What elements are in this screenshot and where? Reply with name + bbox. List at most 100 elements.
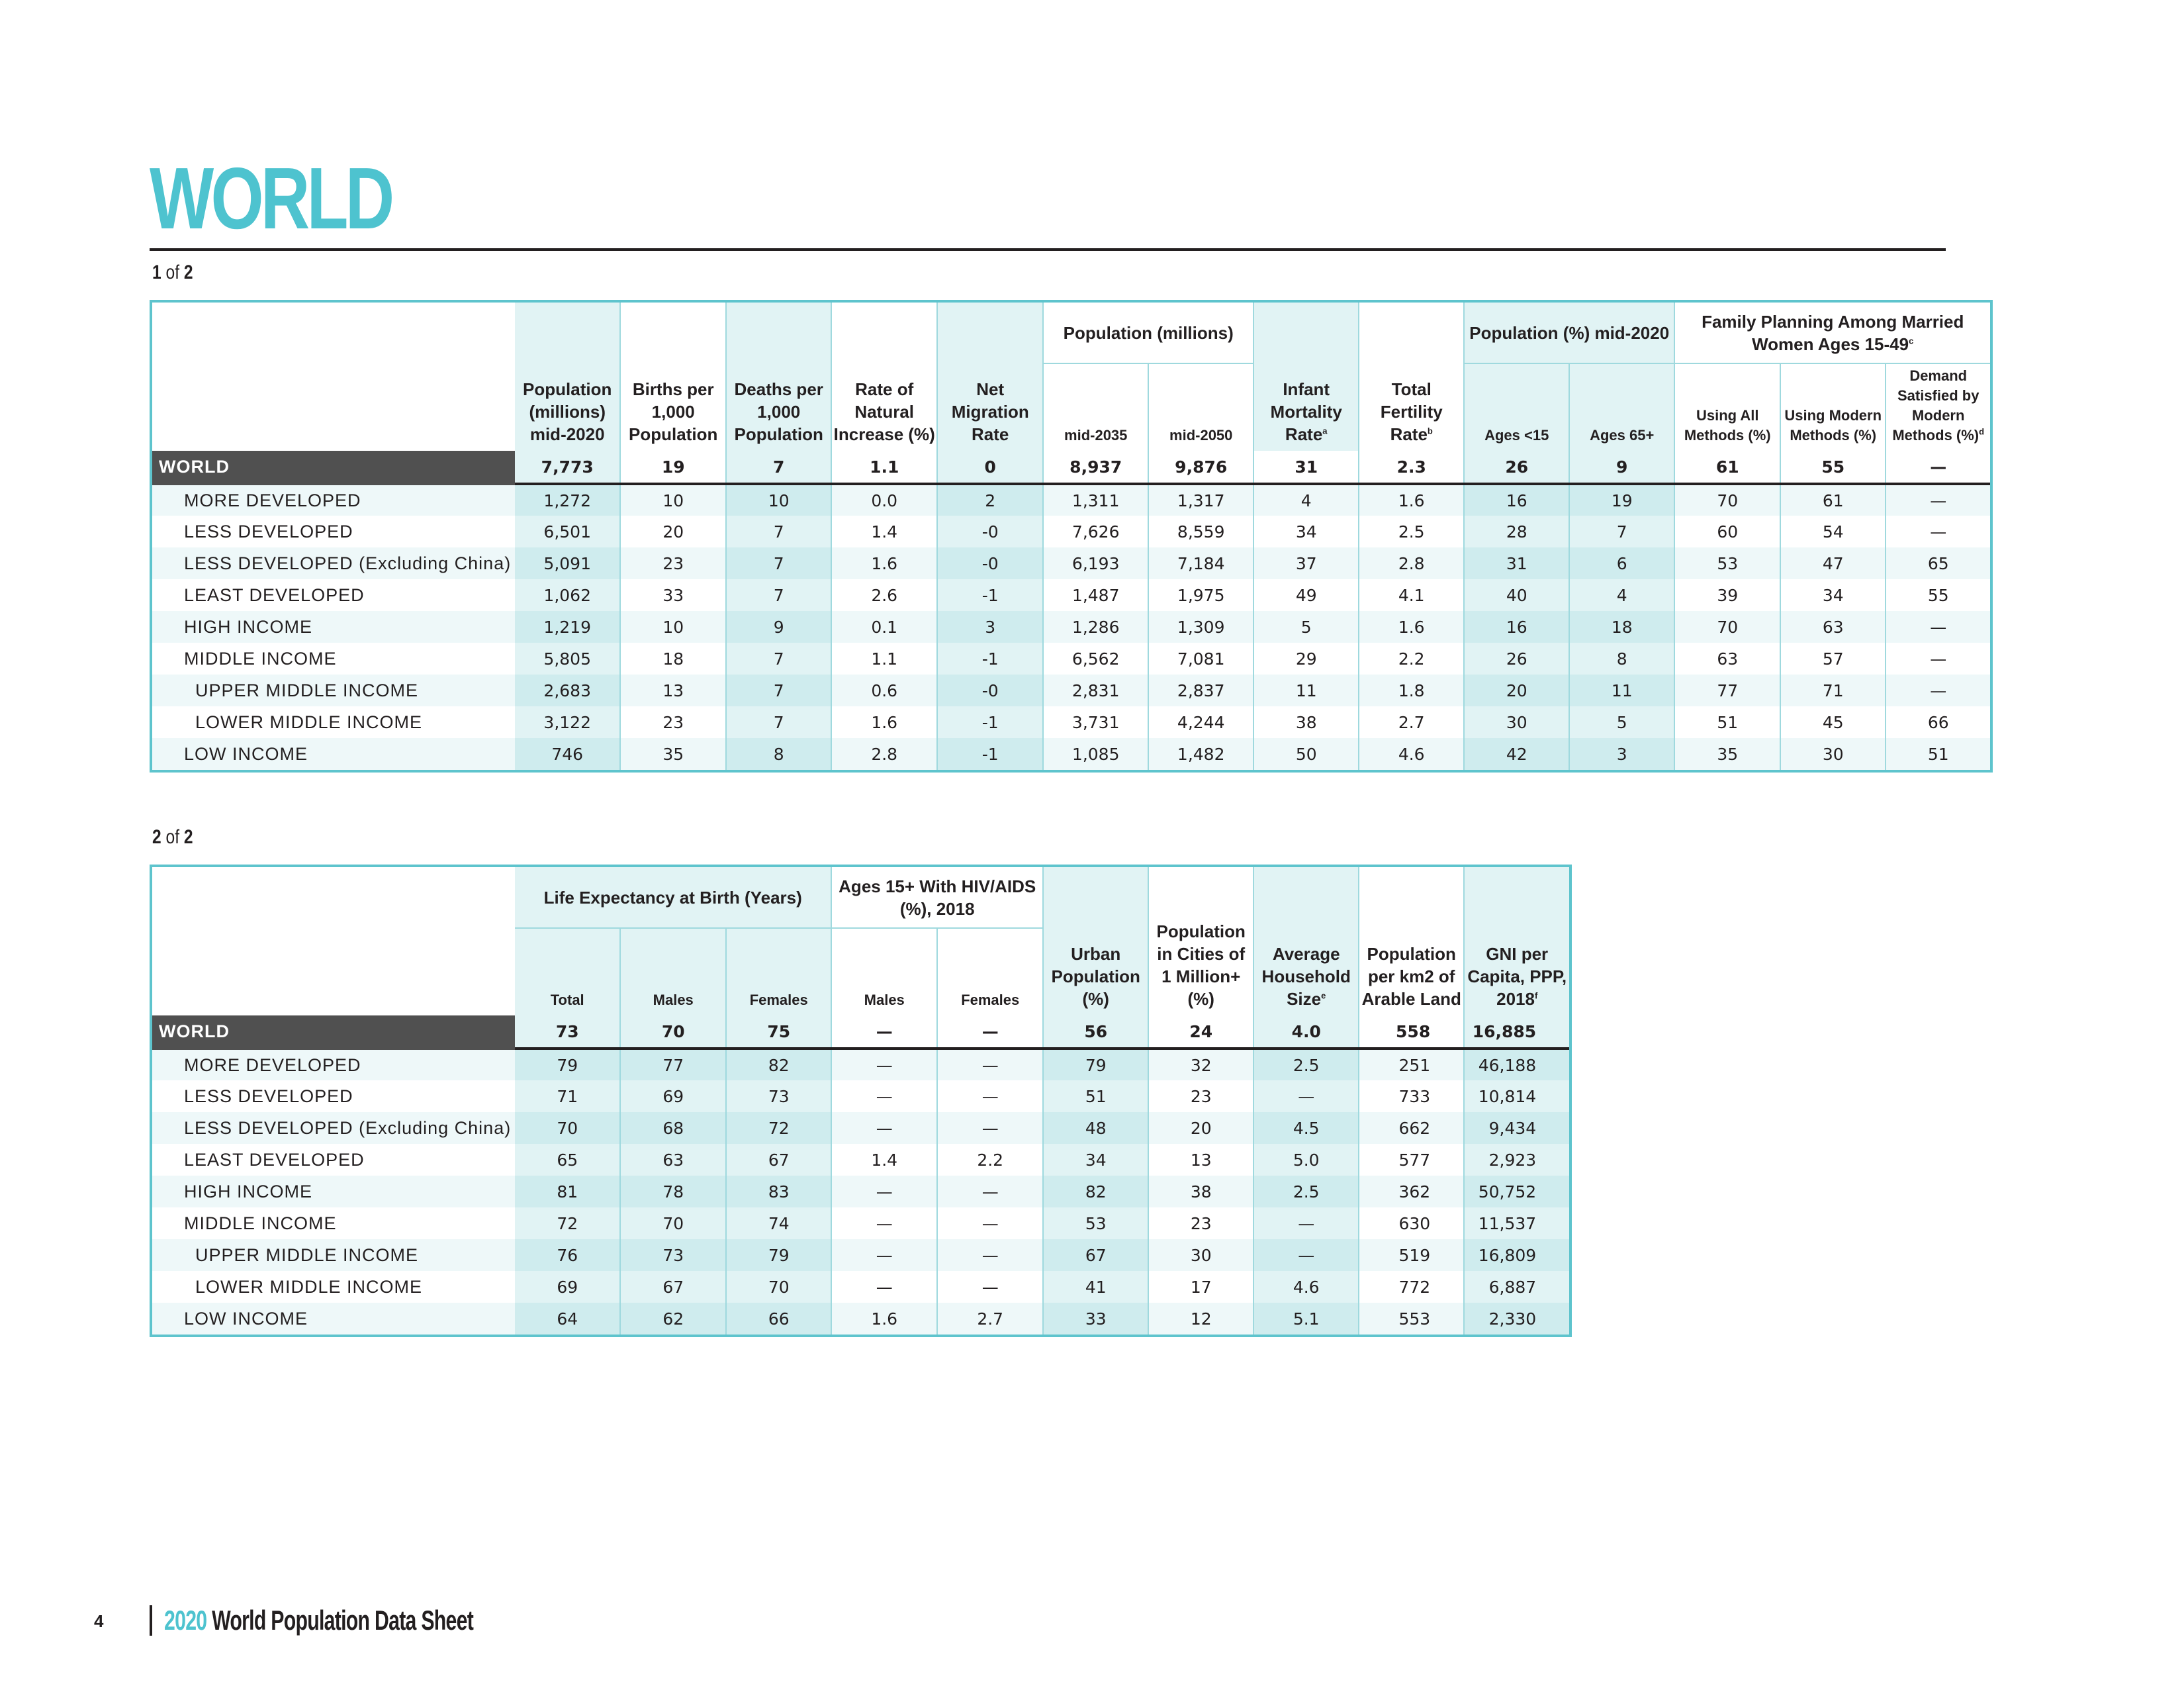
table-cell: 8 bbox=[1569, 643, 1675, 675]
table-cell: 61 bbox=[1780, 484, 1886, 516]
table-cell: 4,244 bbox=[1148, 706, 1254, 738]
table-cell: 82 bbox=[725, 1049, 832, 1080]
table-cell: 1,317 bbox=[1148, 484, 1254, 516]
table-cell: 2,837 bbox=[1148, 675, 1254, 706]
table-cell: 553 bbox=[1358, 1303, 1465, 1335]
table-cell: 67 bbox=[725, 1144, 832, 1176]
table-cell: — bbox=[1885, 451, 1991, 485]
table-cell: 7 bbox=[725, 547, 832, 579]
col-mid-2035: mid-2035 bbox=[1042, 363, 1149, 451]
table-cell: 10 bbox=[619, 611, 727, 643]
table-cell: 1.6 bbox=[1358, 611, 1465, 643]
title-rule bbox=[150, 248, 1946, 251]
table-cell: 69 bbox=[619, 1080, 727, 1112]
table-cell: — bbox=[1885, 516, 1991, 547]
table-cell: 7 bbox=[725, 706, 832, 738]
table-cell: 5 bbox=[1253, 611, 1359, 643]
table-cell: 1,482 bbox=[1148, 738, 1254, 770]
table-cell: 63 bbox=[1780, 611, 1886, 643]
col-using-modern-methods: Using Modern Methods (%) bbox=[1780, 363, 1886, 451]
table-cell: 1.6 bbox=[831, 547, 938, 579]
table-cell: 5.0 bbox=[1253, 1144, 1359, 1176]
table-cell: 1.6 bbox=[831, 706, 938, 738]
table-cell: 0.1 bbox=[831, 611, 938, 643]
row-label: UPPER MIDDLE INCOME bbox=[152, 1239, 516, 1271]
table-cell: 53 bbox=[1042, 1207, 1149, 1239]
table-cell: 6,501 bbox=[515, 516, 621, 547]
table-cell: 2,831 bbox=[1042, 675, 1149, 706]
table-cell: 4.6 bbox=[1253, 1271, 1359, 1303]
table-cell: 83 bbox=[725, 1176, 832, 1207]
table-row: LOWER MIDDLE INCOME 69 67 70— —41 17 4.6 772 6,8… bbox=[152, 1271, 1570, 1303]
table-cell: 0.0 bbox=[831, 484, 938, 516]
table-cell: 13 bbox=[619, 675, 727, 706]
table-cell: 9 bbox=[1569, 451, 1675, 485]
table-cell: — bbox=[1885, 675, 1991, 706]
table-cell: 2.2 bbox=[936, 1144, 1044, 1176]
table-cell: 4.0 bbox=[1253, 1015, 1359, 1050]
table-cell: 37 bbox=[1253, 547, 1359, 579]
table-cell: 39 bbox=[1674, 579, 1781, 611]
row-label: WORLD bbox=[152, 451, 516, 485]
col-cities-1-million: Population in Cities of 1 Million+ (%) bbox=[1148, 867, 1254, 1015]
table-row: MORE DEVELOPED 1,272 10 10 0.0 2 1,311 1,317 4 1.… bbox=[152, 484, 1991, 516]
table-row: LEAST DEVELOPED 1,062 33 7 2.6 -1 1,487 1,975 49… bbox=[152, 579, 1991, 611]
table-cell: 2,683 bbox=[515, 675, 621, 706]
table-cell: 1,062 bbox=[515, 579, 621, 611]
page-number: 4 bbox=[94, 1611, 104, 1631]
col-total-fertility: Total Fertility Rateb bbox=[1358, 303, 1465, 451]
table-cell: 50,752 bbox=[1463, 1176, 1570, 1207]
table-cell: -1 bbox=[936, 579, 1044, 611]
table-cell: 70 bbox=[1674, 611, 1781, 643]
table-row-world: WORLD 73 70 75— —56 24 4.0 558 16,885 bbox=[152, 1015, 1570, 1050]
col-ages-65-plus: Ages 65+ bbox=[1569, 363, 1675, 451]
table-row: MORE DEVELOPED 79 77 82— —79 32 2.5 251 46,188 bbox=[152, 1049, 1570, 1080]
table-row: LESS DEVELOPED (Excluding China) 70 68 72— —… bbox=[152, 1112, 1570, 1144]
table-row-world: WORLD 7,773 19 7 1.1 0 8,937 9,876 31 2.3 26 9 61 55— bbox=[152, 451, 1991, 485]
table-cell: 30 bbox=[1780, 738, 1886, 770]
table-cell: 9,876 bbox=[1148, 451, 1254, 485]
table-cell: 65 bbox=[1885, 547, 1991, 579]
group-hiv: Ages 15+ With HIV/AIDS (%), 2018 bbox=[831, 867, 1044, 929]
row-header-blank bbox=[152, 867, 515, 1015]
table-cell: 6 bbox=[1569, 547, 1675, 579]
table-cell: 32 bbox=[1148, 1049, 1254, 1080]
table-cell: 70 bbox=[619, 1015, 727, 1050]
table-cell: 2.7 bbox=[1358, 706, 1465, 738]
table-cell: 82 bbox=[1042, 1176, 1149, 1207]
table-cell: 77 bbox=[1674, 675, 1781, 706]
table-cell: 7 bbox=[725, 451, 832, 485]
table-cell: — bbox=[936, 1239, 1044, 1271]
table-cell: 6,193 bbox=[1042, 547, 1149, 579]
group-life-expectancy: Life Expectancy at Birth (Years) bbox=[515, 867, 832, 929]
table-row: LOWER MIDDLE INCOME 3,122 23 7 1.6 -1 3,731 4,2… bbox=[152, 706, 1991, 738]
table-cell: 12 bbox=[1148, 1303, 1254, 1335]
row-label: LOWER MIDDLE INCOME bbox=[195, 1276, 423, 1297]
col-gni-per-capita: GNI per Capita, PPP, 2018f bbox=[1463, 867, 1570, 1015]
table-cell: 65 bbox=[515, 1144, 621, 1176]
table-cell: — bbox=[936, 1271, 1044, 1303]
table-cell: 33 bbox=[1042, 1303, 1149, 1335]
table-cell: 16 bbox=[1463, 484, 1570, 516]
table-cell: 662 bbox=[1358, 1112, 1465, 1144]
table-cell: 64 bbox=[515, 1303, 621, 1335]
group-family-planning: Family Planning Among Married Women Ages… bbox=[1674, 303, 1991, 364]
table-cell: 63 bbox=[1674, 643, 1781, 675]
row-label: LESS DEVELOPED bbox=[184, 521, 353, 541]
table-cell: 2.7 bbox=[936, 1303, 1044, 1335]
table-cell: 38 bbox=[1253, 706, 1359, 738]
table-cell: 72 bbox=[515, 1207, 621, 1239]
table-cell: 1.4 bbox=[831, 516, 938, 547]
table-cell: 69 bbox=[515, 1271, 621, 1303]
page-title: WORLD bbox=[150, 150, 394, 247]
table-cell: -0 bbox=[936, 547, 1044, 579]
table-cell: 2,923 bbox=[1463, 1144, 1570, 1176]
table-cell: 40 bbox=[1463, 579, 1570, 611]
table-cell: 23 bbox=[1148, 1080, 1254, 1112]
table-cell: 519 bbox=[1358, 1239, 1465, 1271]
part2-label: 2 of 2 bbox=[152, 826, 193, 848]
table-cell: 8,559 bbox=[1148, 516, 1254, 547]
part1-label: 1 of 2 bbox=[152, 261, 193, 283]
table-cell: — bbox=[1885, 611, 1991, 643]
table-cell: 20 bbox=[1463, 675, 1570, 706]
